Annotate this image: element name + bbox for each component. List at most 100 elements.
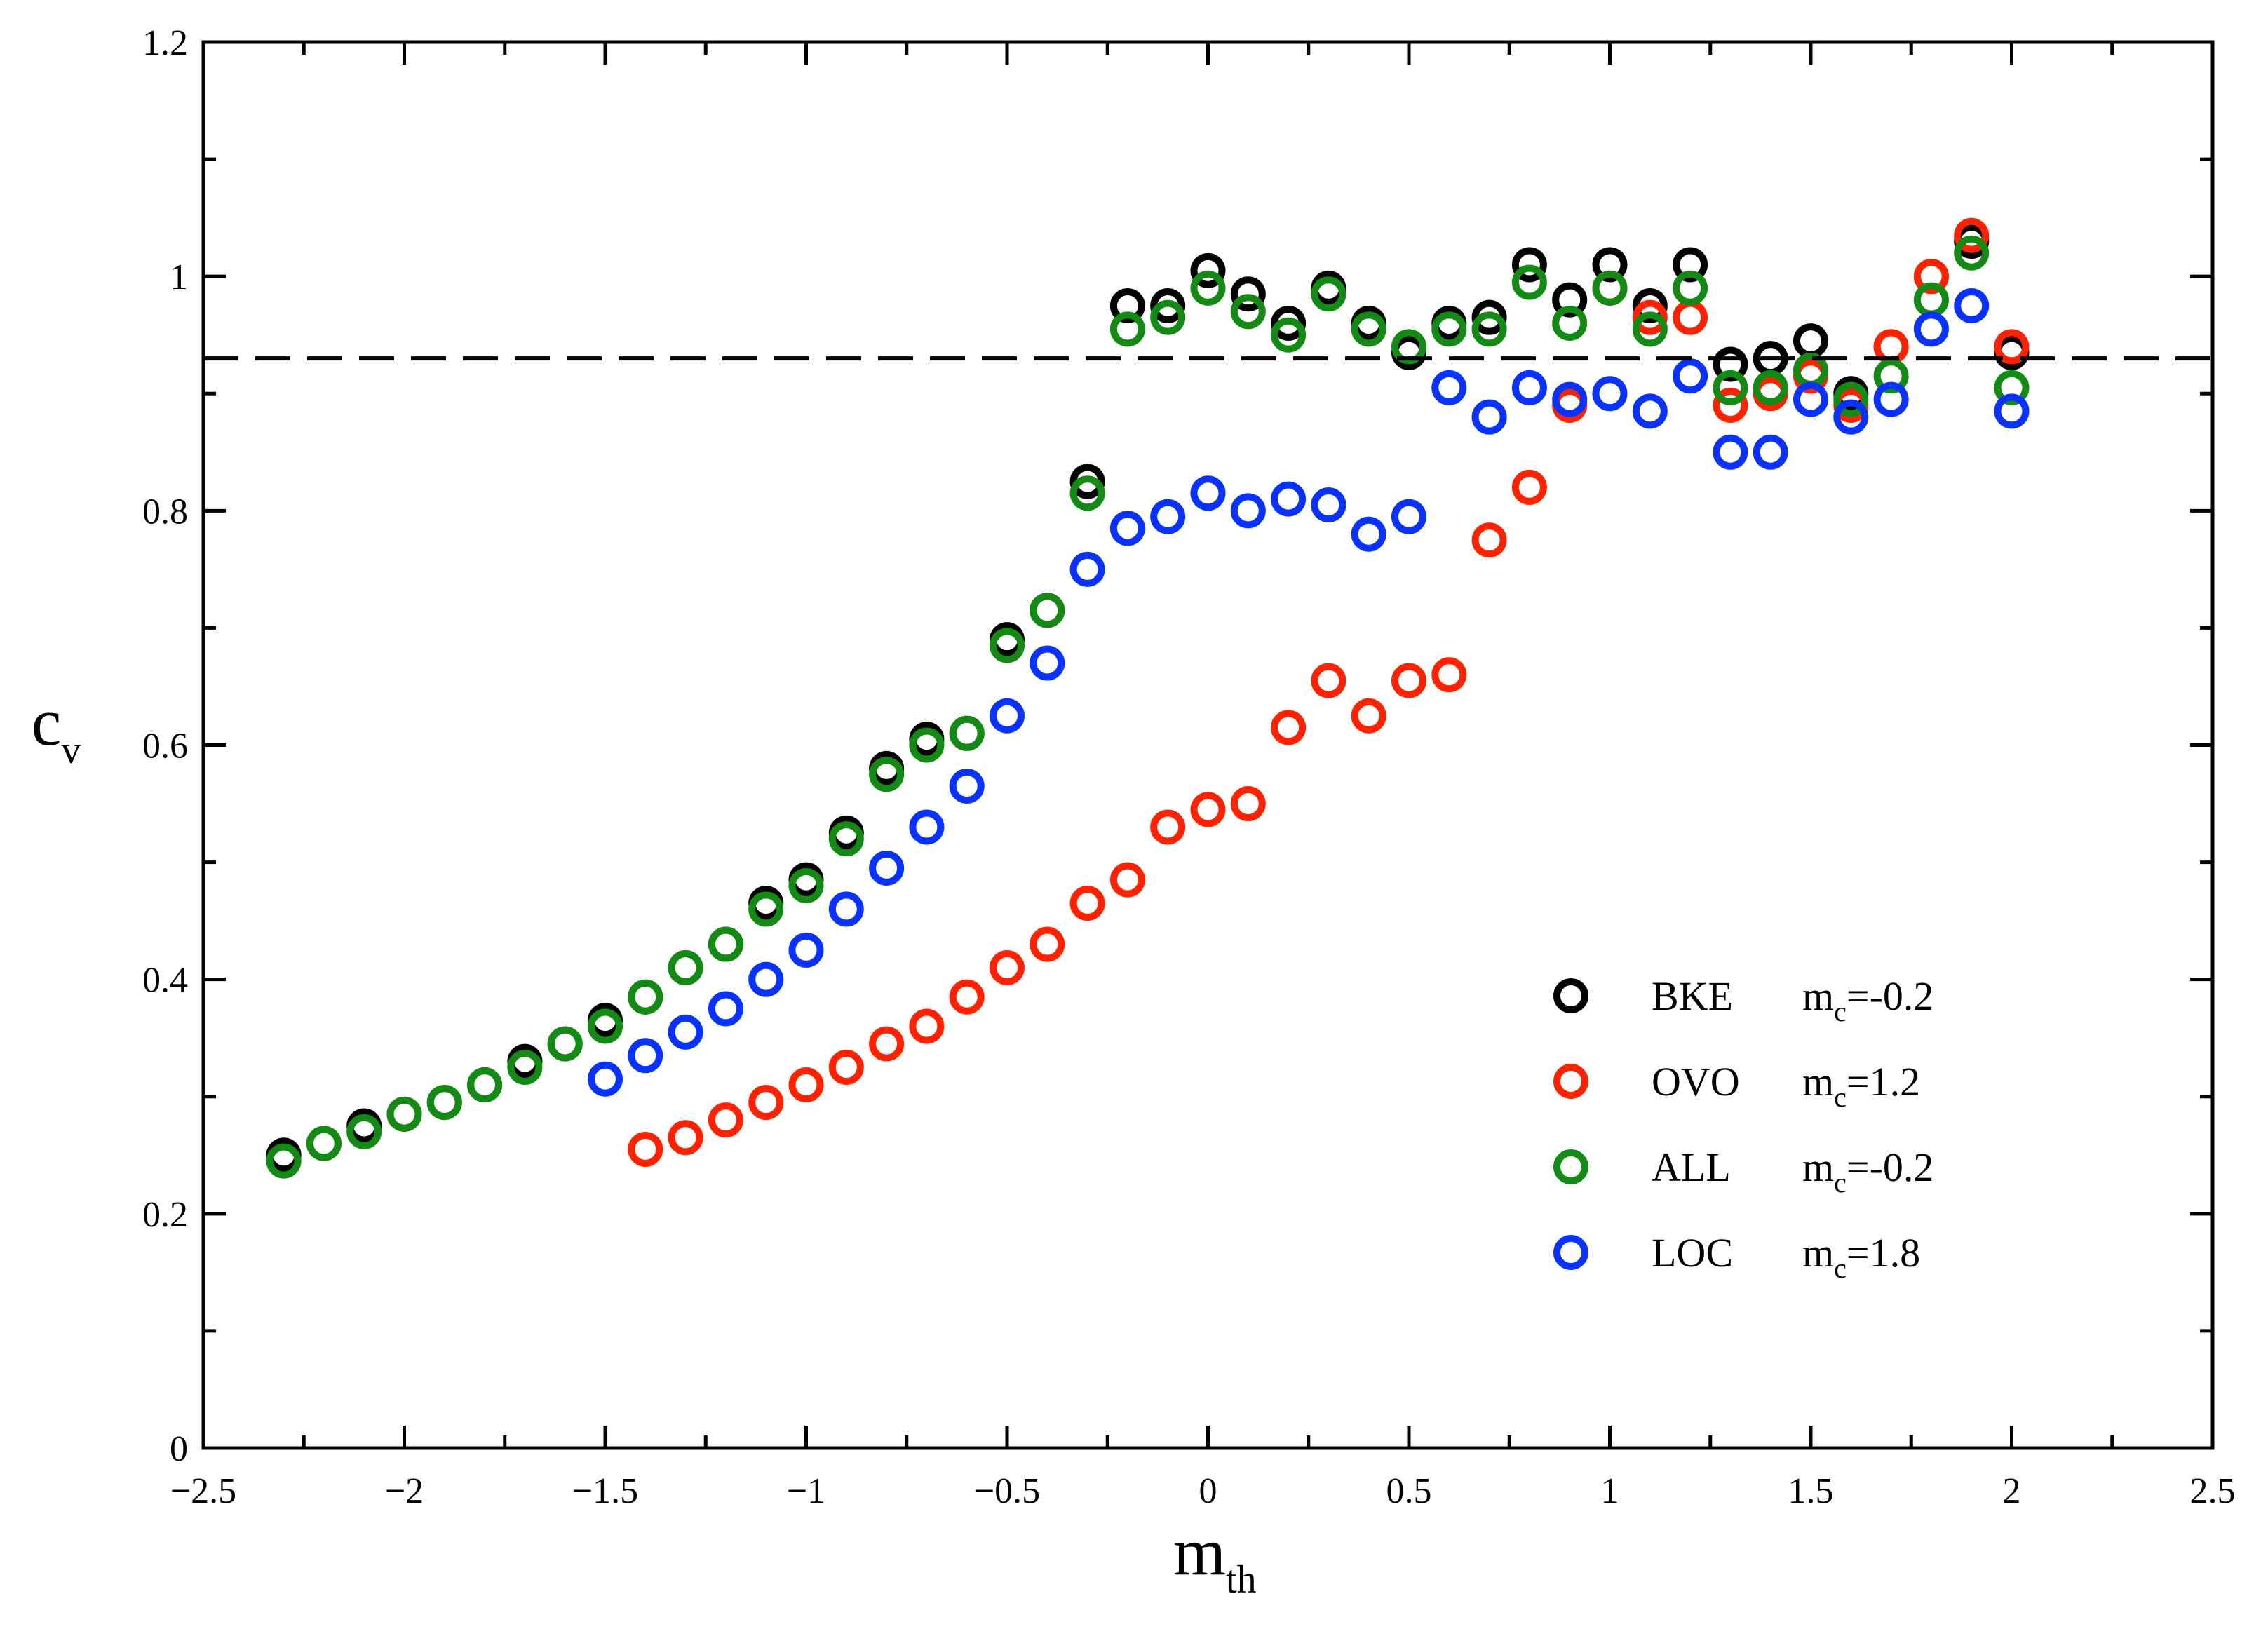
marker-all [306, 1126, 342, 1161]
marker-all [1230, 294, 1266, 330]
marker-bke [1230, 276, 1266, 312]
marker-all [1391, 329, 1426, 365]
marker-loc [628, 1038, 663, 1074]
marker-all [708, 926, 743, 962]
marker-all [869, 757, 905, 792]
marker-all [1471, 311, 1507, 347]
y-tick-label: 0.2 [142, 1195, 188, 1235]
marker-bke [1109, 288, 1145, 323]
marker-loc [1431, 370, 1467, 405]
marker-loc [1954, 288, 1990, 323]
marker-loc [1833, 399, 1869, 435]
marker-loc [788, 932, 824, 968]
x-tick-label: −2 [385, 1471, 424, 1511]
x-tick-label: 0.5 [1386, 1471, 1432, 1511]
marker-ovo [748, 1085, 784, 1121]
marker-ovo [1190, 792, 1226, 827]
marker-ovo [1150, 809, 1186, 845]
marker-all [386, 1096, 422, 1132]
marker-ovo [1391, 663, 1426, 698]
marker-bke [1632, 288, 1668, 323]
legend-param-all: mc=-0.2 [1802, 1144, 1933, 1198]
marker-loc [1471, 399, 1507, 435]
marker-loc [1230, 493, 1266, 529]
marker-loc [1391, 499, 1426, 534]
x-tick-label: 2 [2003, 1471, 2021, 1511]
marker-all [1833, 381, 1869, 417]
marker-ovo [1351, 698, 1386, 734]
marker-loc [1592, 376, 1628, 412]
y-tick-label: 0.6 [142, 726, 188, 766]
legend-marker-bke [1553, 978, 1588, 1013]
data-markers [266, 217, 2030, 1179]
marker-ovo [949, 979, 985, 1015]
marker-loc [1632, 393, 1668, 429]
marker-loc [1552, 381, 1588, 417]
marker-all [1351, 311, 1386, 347]
marker-loc [1271, 481, 1307, 517]
legend-label-ovo: OVO [1652, 1059, 1740, 1104]
marker-ovo [869, 1026, 905, 1062]
marker-all [1753, 370, 1788, 405]
marker-ovo [1109, 862, 1145, 898]
marker-loc [588, 1061, 623, 1097]
y-axis-label-main: c [32, 684, 62, 759]
x-tick-label: −2.5 [170, 1471, 236, 1511]
marker-ovo [990, 949, 1025, 985]
x-tick-label: −1 [787, 1471, 825, 1511]
marker-loc [1351, 516, 1386, 552]
marker-ovo [1913, 259, 1949, 295]
marker-ovo [1230, 786, 1266, 822]
marker-all [1954, 235, 1990, 271]
x-axis-label: mth [1173, 1514, 1256, 1602]
marker-bke [1713, 346, 1748, 382]
marker-loc [949, 768, 985, 804]
marker-ovo [1431, 657, 1467, 693]
marker-all [1511, 264, 1547, 300]
marker-bke [1069, 464, 1105, 499]
x-tick-label: −0.5 [974, 1471, 1040, 1511]
x-axis-label-main: m [1173, 1514, 1226, 1589]
marker-all [628, 979, 663, 1015]
legend-marker-loc [1553, 1235, 1588, 1270]
marker-loc [1793, 381, 1828, 417]
marker-loc [668, 1014, 703, 1050]
y-tick-label: 0.8 [142, 492, 188, 532]
marker-ovo [1311, 663, 1346, 698]
marker-all [588, 1008, 623, 1044]
marker-loc [1311, 487, 1346, 522]
y-axis-label-sub: v [61, 729, 81, 772]
marker-loc [909, 809, 945, 845]
marker-ovo [1632, 299, 1668, 335]
legend-item-all: ALL mc=-0.2 [1553, 1144, 1933, 1198]
marker-loc [869, 850, 905, 886]
marker-all [266, 1143, 302, 1179]
marker-loc [1511, 370, 1547, 405]
marker-bke [1552, 282, 1588, 318]
marker-loc [1994, 393, 2030, 429]
marker-all [1552, 306, 1588, 341]
marker-ovo [628, 1131, 663, 1167]
marker-ovo [1954, 217, 1990, 253]
marker-all [1030, 593, 1065, 628]
legend-item-ovo: OVO mc=1.2 [1553, 1059, 1920, 1113]
y-tick-label: 1.2 [142, 23, 188, 63]
plot-frame [201, 40, 2215, 1450]
marker-all [507, 1049, 543, 1085]
marker-all [1109, 311, 1145, 347]
marker-all [346, 1114, 382, 1149]
marker-loc [828, 891, 864, 927]
legend: BKE mc=-0.2 OVO mc=1.2 ALL mc=-0.2 LOC mc=1.8 [1553, 973, 1933, 1284]
x-axis-label-sub: th [1226, 1558, 1257, 1602]
series-loc [588, 288, 2030, 1097]
marker-all [1311, 276, 1346, 312]
marker-all [909, 727, 945, 763]
marker-bke [1271, 306, 1307, 341]
marker-all [1431, 311, 1467, 347]
legend-label-all: ALL [1652, 1144, 1731, 1190]
y-tick-label: 0.4 [142, 961, 188, 1001]
x-tick-label: 1 [1601, 1471, 1619, 1511]
x-tick-label: 0 [1199, 1471, 1217, 1511]
